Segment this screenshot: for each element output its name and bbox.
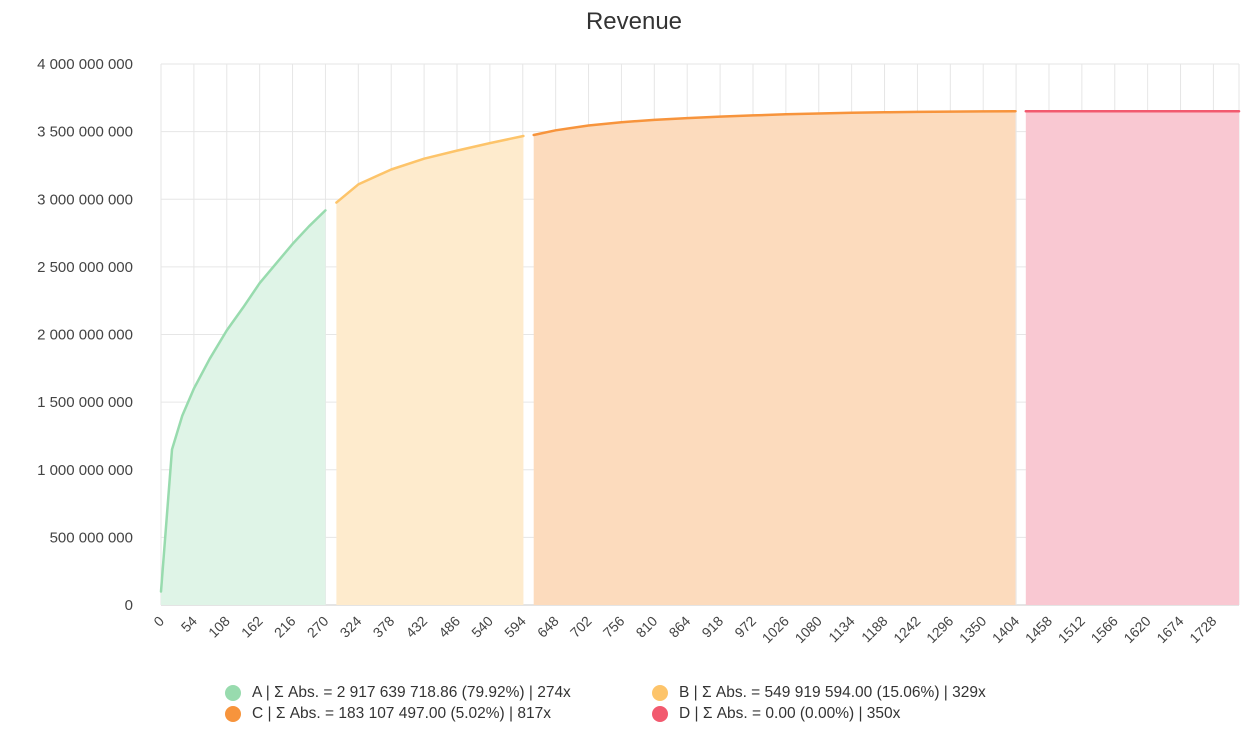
x-tick-label: 108 [205, 613, 233, 641]
y-tick-label: 1 500 000 000 [37, 394, 133, 411]
series-area-c [533, 111, 1016, 605]
y-tick-label: 0 [125, 597, 133, 614]
x-tick-label: 1674 [1153, 613, 1186, 646]
x-tick-label: 162 [238, 613, 266, 641]
series-line-a [159, 209, 327, 593]
x-tick-label: 0 [150, 613, 167, 630]
x-tick-label: 918 [698, 613, 726, 641]
x-tick-label: 1458 [1022, 613, 1055, 646]
x-tick-label: 540 [468, 613, 496, 641]
x-tick-label: 648 [534, 613, 562, 641]
x-tick-label: 1188 [858, 613, 891, 646]
x-tick-label: 810 [633, 613, 661, 641]
x-tick-label: 702 [567, 613, 595, 641]
x-tick-label: 756 [600, 613, 628, 641]
x-tick-label: 594 [501, 613, 529, 641]
x-tick-label: 378 [370, 613, 398, 641]
legend-item-b[interactable]: B | Σ Abs. = 549 919 594.00 (15.06%) | 3… [652, 684, 1072, 701]
legend-label-a: A | Σ Abs. = 2 917 639 718.86 (79.92%) |… [252, 683, 571, 701]
legend-label-c: C | Σ Abs. = 183 107 497.00 (5.02%) | 81… [252, 704, 551, 722]
y-tick-label: 4 000 000 000 [37, 56, 133, 73]
x-tick-label: 54 [178, 613, 200, 635]
series-area-a [161, 210, 326, 605]
y-tick-label: 500 000 000 [50, 529, 133, 546]
x-tick-label: 1620 [1120, 613, 1153, 646]
chart-legend: A | Σ Abs. = 2 917 639 718.86 (79.92%) |… [225, 684, 1072, 722]
x-tick-label: 216 [271, 613, 299, 641]
legend-marker-d [652, 705, 668, 722]
x-tick-label: 972 [731, 613, 759, 641]
x-tick-label: 432 [402, 613, 430, 641]
x-tick-label: 1350 [956, 613, 989, 646]
y-tick-label: 3 500 000 000 [37, 124, 133, 141]
x-tick-label: 864 [666, 613, 694, 641]
legend-item-a[interactable]: A | Σ Abs. = 2 917 639 718.86 (79.92%) |… [225, 684, 652, 701]
x-tick-label: 270 [304, 613, 332, 641]
x-tick-label: 1512 [1055, 613, 1088, 646]
legend-label-b: B | Σ Abs. = 549 919 594.00 (15.06%) | 3… [679, 683, 986, 701]
x-tick-label: 1134 [825, 613, 858, 646]
legend-item-c[interactable]: C | Σ Abs. = 183 107 497.00 (5.02%) | 81… [225, 705, 652, 722]
x-tick-label: 1728 [1186, 613, 1219, 646]
x-tick-label: 1080 [792, 613, 825, 646]
line-layer [159, 109, 1241, 593]
series-area-b [336, 136, 524, 605]
area-layer [161, 111, 1239, 605]
y-tick-label: 2 000 000 000 [37, 327, 133, 344]
x-tick-label: 1404 [989, 613, 1022, 646]
y-tick-label: 2 500 000 000 [37, 259, 133, 276]
chart-title: Revenue [586, 8, 682, 35]
x-tick-label: 324 [337, 613, 365, 641]
legend-label-d: D | Σ Abs. = 0.00 (0.00%) | 350x [679, 704, 901, 722]
legend-marker-a [225, 684, 241, 701]
series-line-c [532, 109, 1017, 137]
legend-marker-b [652, 684, 668, 701]
series-line-b [335, 134, 525, 204]
x-tick-label: 1026 [759, 613, 792, 646]
legend-marker-c [225, 705, 241, 722]
x-tick-label: 1296 [923, 613, 956, 646]
x-tick-label: 1242 [890, 613, 923, 646]
x-tick-label: 1566 [1088, 613, 1121, 646]
y-tick-label: 3 000 000 000 [37, 191, 133, 208]
x-tick-label: 486 [435, 613, 463, 641]
legend-item-d[interactable]: D | Σ Abs. = 0.00 (0.00%) | 350x [652, 705, 1072, 722]
y-tick-label: 1 000 000 000 [37, 462, 133, 479]
series-area-d [1025, 111, 1239, 605]
